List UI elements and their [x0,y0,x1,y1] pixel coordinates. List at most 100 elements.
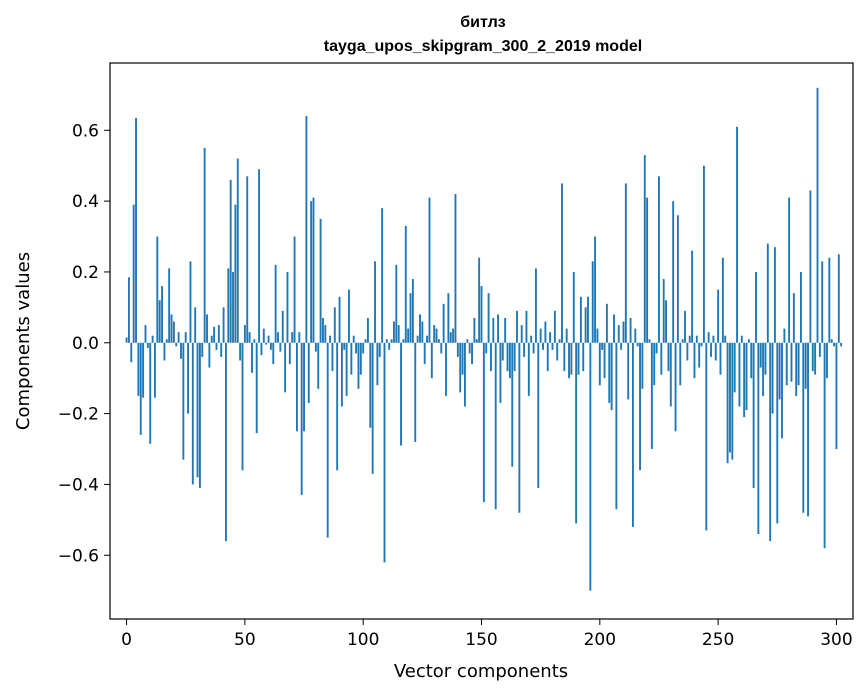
bar-130 [433,325,436,343]
bar-50 [243,325,246,343]
bar-107 [378,342,381,357]
bar-226 [660,342,663,375]
bar-75 [303,342,305,432]
bar-95 [350,342,353,375]
bar-100 [362,342,365,354]
bar-138 [452,328,455,343]
bar-121 [411,279,414,343]
bar-139 [454,194,457,343]
bar-33 [203,147,206,343]
bar-190 [575,342,578,524]
bar-12 [154,342,156,398]
bar-181 [553,310,556,343]
bar-29 [194,307,197,343]
bar-65 [279,342,282,352]
bar-187 [568,342,570,379]
bar-178 [546,342,549,372]
bar-280 [788,197,791,343]
y-tick-label: 0.6 [72,121,99,141]
bar-2 [130,342,133,363]
bar-140 [456,342,459,357]
bar-176 [542,342,544,350]
bar-114 [395,264,398,343]
bar-262 [745,342,748,411]
chart-title: битлз [460,14,506,31]
bar-98 [357,342,360,389]
bar-175 [539,328,542,343]
bar-287 [804,342,807,389]
x-tick-label: 300 [820,630,852,650]
bar-208 [617,325,620,343]
bar-4 [135,117,137,343]
bar-83 [322,317,324,343]
bar-37 [213,326,216,343]
bar-163 [511,342,514,467]
bar-191 [577,342,580,375]
bar-228 [665,300,668,343]
bar-142 [461,342,464,375]
x-tick-label: 250 [702,630,734,650]
bar-59 [265,342,268,345]
bar-10 [149,342,152,444]
bar-28 [191,342,194,485]
bar-212 [627,342,630,400]
bar-112 [390,339,393,343]
bar-271 [766,243,769,343]
bar-229 [667,342,670,372]
bar-108 [381,208,384,343]
bar-278 [783,328,786,343]
bar-153 [487,293,490,343]
bar-283 [795,342,798,396]
bar-266 [755,271,757,343]
bar-239 [691,250,694,343]
bar-46 [234,204,237,343]
bar-94 [348,289,350,343]
bar-162 [508,342,511,379]
bar-171 [530,335,533,343]
bar-5 [137,342,140,396]
bar-32 [201,342,204,357]
bar-61 [269,342,272,350]
bar-126 [423,342,426,365]
bar-53 [251,342,253,373]
bar-281 [790,342,793,382]
bar-106 [376,342,379,386]
x-tick-label: 50 [234,630,256,650]
bar-268 [759,342,762,368]
bar-185 [563,342,566,372]
y-tick-label: 0.2 [72,263,99,283]
bar-194 [584,307,587,343]
bar-24 [182,342,185,460]
bar-3 [132,204,135,343]
bar-155 [492,317,495,343]
bar-300 [835,342,838,450]
bar-174 [537,342,540,488]
bar-274 [773,247,776,343]
bar-188 [570,342,573,375]
bar-189 [572,271,575,343]
bar-15 [161,286,163,343]
bar-222 [650,342,653,450]
y-axis-label: Components values [13,252,34,430]
bar-45 [232,271,234,343]
bar-296 [826,342,828,379]
bar-235 [681,339,684,343]
bar-132 [437,339,440,343]
bar-72 [295,342,298,432]
bar-41 [222,307,225,343]
bar-101 [364,339,367,343]
bar-111 [388,342,391,350]
bar-148 [475,339,478,343]
bar-63 [274,264,277,343]
bar-168 [523,342,526,357]
bar-270 [764,342,767,375]
bar-210 [622,321,625,343]
bar-116 [400,342,402,446]
bar-302 [840,342,843,347]
bar-259 [738,342,741,407]
bar-35 [208,342,211,368]
bar-161 [506,342,509,372]
bar-250 [717,289,720,343]
bar-42 [225,342,227,542]
bar-7 [142,342,145,398]
